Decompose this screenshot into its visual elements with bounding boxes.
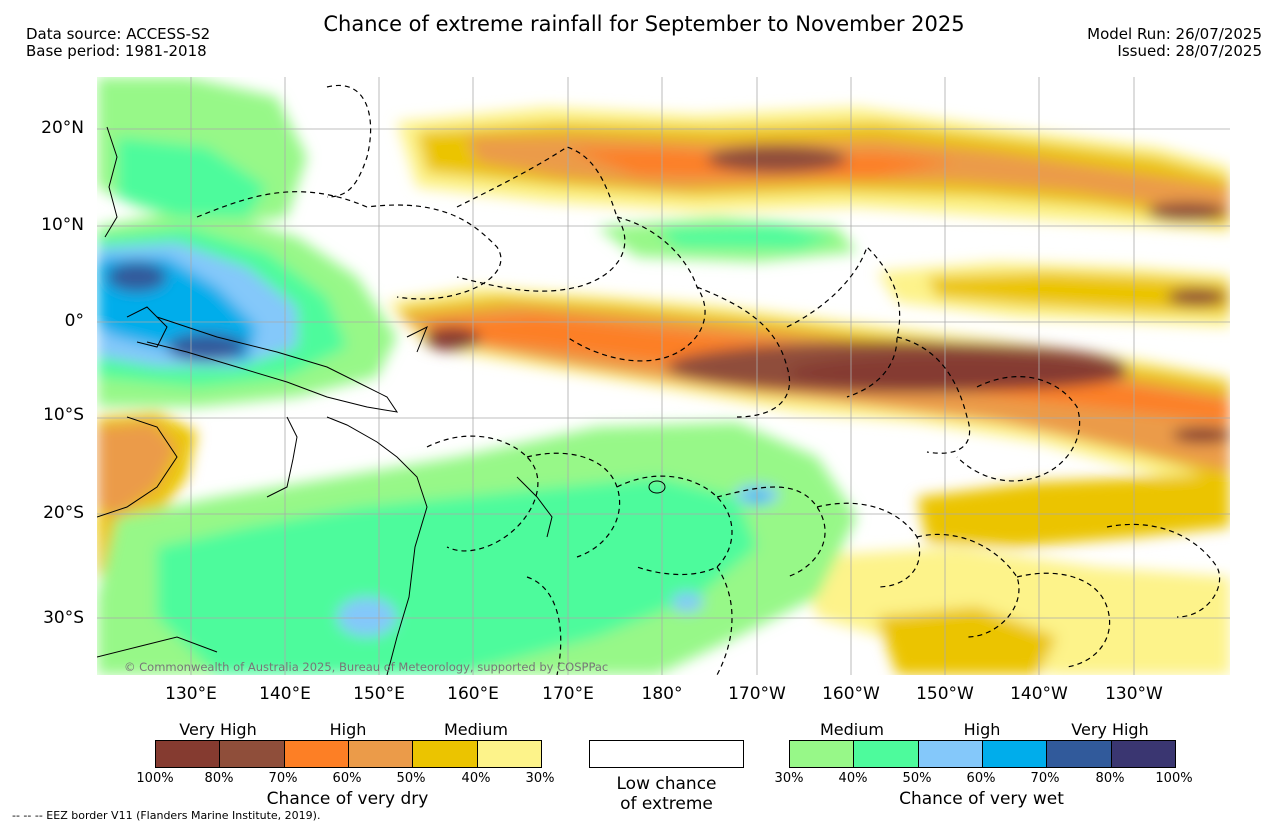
lon-label-130w: 130°W — [1105, 684, 1163, 704]
wet-tick: 30% — [774, 771, 804, 786]
lon-label-150e: 150°E — [353, 684, 405, 704]
lon-label-180: 180° — [641, 684, 683, 704]
graticule — [97, 77, 1230, 675]
rainfall-map — [97, 77, 1230, 675]
dry-swatch — [413, 741, 478, 767]
low-chance-swatch — [589, 740, 744, 768]
map-panel — [97, 77, 1230, 675]
land-outline-icon — [97, 126, 666, 675]
dry-legend-title: Chance of very dry — [266, 789, 429, 809]
dry-tick: 100% — [136, 771, 174, 786]
low-chance-line1: Low chance — [616, 774, 717, 794]
eez-border-icon — [196, 84, 1221, 675]
low-chance-line2: of extreme — [620, 794, 713, 814]
lon-label-140e: 140°E — [259, 684, 311, 704]
eez-border-note: -- -- -- EEZ border V11 (Flanders Marine… — [12, 809, 321, 822]
rainfall-shading — [97, 77, 1230, 675]
dry-swatch — [156, 741, 221, 767]
wet-tick: 60% — [966, 771, 996, 786]
wet-category-very-high: Very High — [1071, 720, 1149, 739]
map-title: Chance of extreme rainfall for September… — [323, 12, 965, 36]
data-source-text: Data source: ACCESS-S2 — [26, 25, 211, 43]
wet-tick: 40% — [838, 771, 868, 786]
lon-label-150w: 150°W — [916, 684, 974, 704]
dry-tick: 70% — [268, 771, 298, 786]
issued-text: Issued: 28/07/2025 — [1117, 42, 1262, 60]
lat-label-10n: 10°N — [41, 215, 84, 235]
wet-colorbar — [789, 740, 1176, 768]
lon-label-160e: 160°E — [447, 684, 499, 704]
dry-swatch — [284, 741, 349, 767]
lon-label-170e: 170°E — [542, 684, 594, 704]
wet-swatch — [1047, 741, 1112, 767]
wet-tick: 70% — [1030, 771, 1060, 786]
wet-category-high: High — [963, 720, 1001, 739]
wet-swatch — [918, 741, 983, 767]
lat-label-10s: 10°S — [43, 405, 84, 425]
dry-swatch — [220, 741, 285, 767]
dry-colorbar — [155, 740, 542, 768]
lon-label-130e: 130°E — [165, 684, 217, 704]
copyright-credit: © Commonwealth of Australia 2025, Bureau… — [124, 660, 609, 674]
wet-swatch — [854, 741, 919, 767]
dry-category-high: High — [329, 720, 367, 739]
run-info: Model Run: 26/07/2025 Issued: 28/07/2025 — [1087, 26, 1262, 60]
source-info: Data source: ACCESS-S2 Base period: 1981… — [26, 26, 210, 60]
lat-label-30s: 30°S — [43, 608, 84, 628]
dry-swatch — [348, 741, 414, 767]
dry-tick: 60% — [332, 771, 362, 786]
wet-swatch — [982, 741, 1048, 767]
dry-tick: 30% — [525, 771, 555, 786]
wet-category-medium: Medium — [820, 720, 884, 739]
lat-label-0: 0° — [64, 311, 84, 331]
dry-tick: 50% — [396, 771, 426, 786]
model-run-text: Model Run: 26/07/2025 — [1087, 25, 1262, 43]
wet-swatch — [1111, 741, 1175, 767]
wet-legend-title: Chance of very wet — [899, 789, 1064, 809]
dry-category-very-high: Very High — [179, 720, 257, 739]
lon-label-170w: 170°W — [728, 684, 786, 704]
wet-tick: 80% — [1095, 771, 1125, 786]
dry-tick: 80% — [204, 771, 234, 786]
dry-tick: 40% — [461, 771, 491, 786]
lon-label-140w: 140°W — [1010, 684, 1068, 704]
dry-category-medium: Medium — [444, 720, 508, 739]
lat-label-20s: 20°S — [43, 503, 84, 523]
lat-label-20n: 20°N — [41, 118, 84, 138]
lon-label-160w: 160°W — [822, 684, 880, 704]
base-period-text: Base period: 1981-2018 — [26, 42, 207, 60]
dry-swatch — [477, 741, 541, 767]
wet-swatch — [790, 741, 855, 767]
wet-tick: 50% — [902, 771, 932, 786]
wet-tick: 100% — [1155, 771, 1193, 786]
low-chance-label: Low chance of extreme — [589, 774, 744, 814]
